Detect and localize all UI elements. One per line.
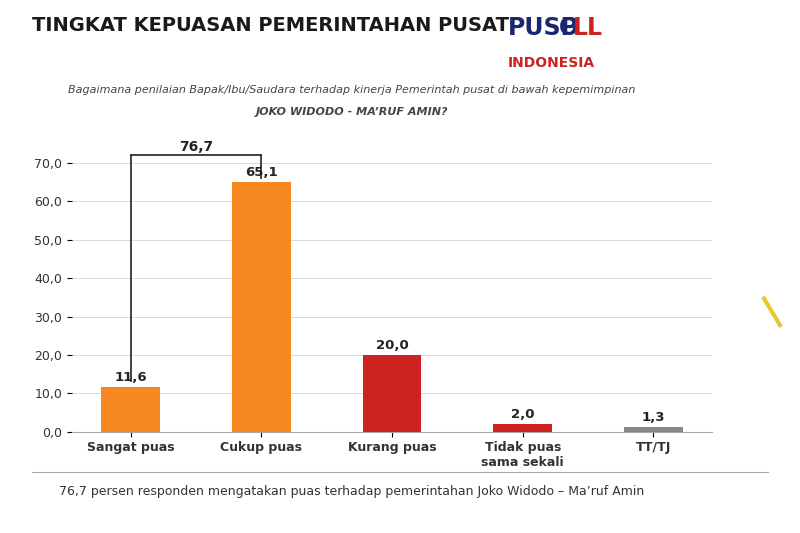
Text: PUSP: PUSP <box>508 16 579 40</box>
Text: INDONESIA: INDONESIA <box>508 56 595 70</box>
Bar <box>494 424 552 432</box>
Text: 2,0: 2,0 <box>511 408 534 421</box>
Text: 1,3: 1,3 <box>642 410 666 424</box>
Text: 11,6: 11,6 <box>114 371 147 384</box>
Text: Bagaimana penilaian Bapak/Ibu/Saudara terhadap kinerja Pemerintah pusat di bawah: Bagaimana penilaian Bapak/Ibu/Saudara te… <box>68 85 636 95</box>
Text: JOKO WIDODO - MA’RUF AMIN?: JOKO WIDODO - MA’RUF AMIN? <box>256 107 448 117</box>
Bar <box>232 182 290 432</box>
Text: O: O <box>558 16 578 40</box>
Text: 76,7: 76,7 <box>179 140 213 154</box>
Text: LL: LL <box>573 16 603 40</box>
Text: TINGKAT KEPUASAN PEMERINTAHAN PUSAT: TINGKAT KEPUASAN PEMERINTAHAN PUSAT <box>32 16 509 35</box>
Bar <box>362 355 422 432</box>
Bar <box>101 387 160 432</box>
Bar <box>624 427 683 432</box>
Text: 65,1: 65,1 <box>245 166 278 179</box>
Text: 76,7 persen responden mengatakan puas terhadap pemerintahan Joko Widodo – Ma’ruf: 76,7 persen responden mengatakan puas te… <box>59 485 645 498</box>
Text: 20,0: 20,0 <box>376 339 408 352</box>
